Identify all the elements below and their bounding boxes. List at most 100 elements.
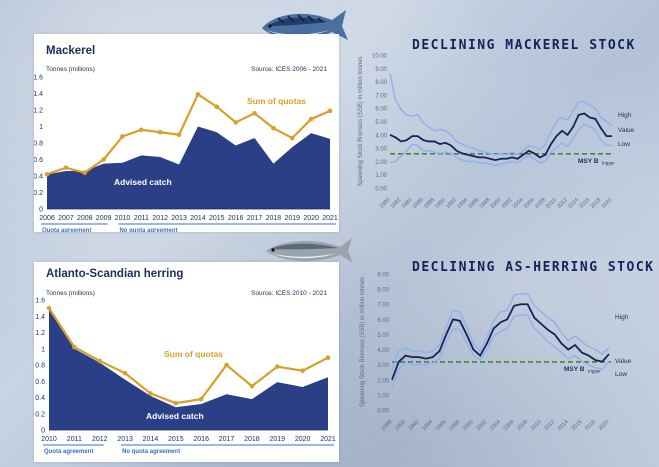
x-tick-label: 1996 <box>435 419 448 432</box>
quota-point <box>139 127 144 133</box>
x-tick-label: 2008 <box>516 419 529 432</box>
panel-title: Mackerel <box>46 45 96 57</box>
msy-subscript-label: trigger <box>602 160 615 165</box>
y-tick-label: 3.00 <box>377 363 389 369</box>
quota-point <box>325 355 331 360</box>
x-tick-label: 2019 <box>284 215 300 222</box>
y-tick-label: 4.00 <box>377 348 389 354</box>
x-tick-label: 2015 <box>209 215 225 222</box>
quota-point <box>195 92 201 97</box>
y-tick-label: 1 <box>39 124 43 131</box>
quota-point <box>122 370 128 376</box>
x-tick-label: 2020 <box>303 215 319 222</box>
x-tick-label: 2014 <box>557 419 570 432</box>
msy-label: MSY B <box>564 366 585 373</box>
y-tick-label: 3.00 <box>375 147 387 153</box>
x-tick-label: 2012 <box>543 419 556 432</box>
quota-point <box>271 125 276 131</box>
x-tick-label: 2006 <box>503 419 516 432</box>
y-tick-label: 9.00 <box>375 67 387 73</box>
herring-stock-title: DECLINING AS-HERRING STOCK <box>412 260 655 275</box>
y-tick-label: 0.8 <box>34 141 43 148</box>
y-tick-label: 1.4 <box>35 314 45 321</box>
quota-point <box>97 358 103 364</box>
msy-subscript-label: trigger <box>588 368 601 373</box>
x-tick-label: 2006 <box>39 215 55 222</box>
y-tick-label: 1.4 <box>34 91 43 98</box>
x-tick-label: 2016 <box>228 215 244 222</box>
mackerel-stock-chart: 0.00 1.00 2.00 3.00 4.00 5.00 6.00 7.00 8.00 9.00… <box>358 54 635 211</box>
x-tick-label: 2011 <box>67 436 82 443</box>
x-tick-label: 2018 <box>266 215 282 222</box>
herring-catch-chart: 0 0.2 0.4 0.6 0.8 1 1.2 1.4 1.6 2010 2011 2012 2013 2… <box>35 298 336 456</box>
x-tick-label: 2013 <box>171 215 187 222</box>
quota-point <box>46 305 52 311</box>
x-tick-label: 1998 <box>448 419 461 432</box>
quota-point <box>327 108 333 114</box>
quota-point <box>72 344 77 350</box>
quota-agreement-label: Quota agreement <box>44 449 93 455</box>
y-tick-label: 0.4 <box>34 174 43 181</box>
sum-of-quotas-label: Sum of quotas <box>164 349 223 359</box>
y-tick-label: 2.00 <box>377 378 389 384</box>
ssb-low-line <box>389 123 612 167</box>
x-tick-label: 1994 <box>421 419 434 432</box>
advised-catch-label: Advised catch <box>114 177 172 187</box>
quota-point <box>148 391 153 396</box>
x-tick-label: 1994 <box>456 197 469 210</box>
ssb-low-line <box>391 314 610 388</box>
y-tick-label: 0.6 <box>34 157 43 164</box>
ssb-high-line <box>391 292 610 371</box>
quota-point <box>176 132 182 138</box>
quota-point <box>120 134 125 139</box>
x-tick-label: 2020 <box>295 436 311 443</box>
msy-label: MSY B <box>578 158 599 165</box>
high-label: High <box>615 314 629 321</box>
y-tick-label: 0.4 <box>35 395 45 402</box>
x-tick-label: 2014 <box>143 436 159 443</box>
x-tick-label: 2021 <box>322 215 338 222</box>
y-tick-label: 10.00 <box>372 54 388 60</box>
herring-fish-icon <box>266 238 353 263</box>
y-tick-label: 0 <box>39 207 43 214</box>
x-tick-label: 2014 <box>190 215 206 222</box>
y-tick-label: 2.00 <box>375 160 387 166</box>
x-tick-label: 2011 <box>134 215 149 222</box>
no-quota-agreement-label: No quota agreement <box>122 449 180 455</box>
y-tick-label: 0.2 <box>34 190 43 197</box>
x-tick-label: 1982 <box>390 197 403 210</box>
x-tick-label: 2017 <box>247 215 263 222</box>
low-label: Low <box>615 371 627 378</box>
x-tick-label: 2014 <box>567 197 580 210</box>
y-tick-label: 6.00 <box>375 107 387 113</box>
quota-point <box>224 362 229 368</box>
y-tick-label: 0.8 <box>35 363 45 370</box>
x-tick-label: 2010 <box>115 215 131 222</box>
advised-catch-label: Advised catch <box>146 411 204 421</box>
quota-point <box>233 120 238 125</box>
y-tick-label: 1.00 <box>377 393 389 399</box>
units-label: Tonnes (millions) <box>46 290 95 297</box>
y-axis-label: Spawning Stock Biomass (SSB) in million … <box>358 56 364 186</box>
x-tick-label: 2012 <box>152 215 168 222</box>
quota-point <box>63 165 69 171</box>
no-quota-agreement-label: No quota agreement <box>119 228 177 232</box>
x-tick-label: 1988 <box>423 197 436 210</box>
high-label: High <box>618 112 632 119</box>
x-tick-label: 2021 <box>320 436 336 443</box>
y-tick-label: 9.00 <box>377 273 389 279</box>
mackerel-catch-panel: Mackerel Tonnes (millions) Source: ICES … <box>34 34 339 232</box>
y-tick-label: 0.00 <box>377 409 389 415</box>
y-tick-label: 8.00 <box>375 80 387 86</box>
x-tick-label: 1992 <box>445 197 458 210</box>
y-tick-label: 1.2 <box>35 330 45 337</box>
y-tick-label: 1 <box>41 346 45 353</box>
y-tick-label: 0.00 <box>375 187 387 193</box>
sum-of-quotas-line <box>46 92 331 176</box>
source-label: Source: ICES 2010 - 2021 <box>251 290 327 297</box>
x-tick-label: 2020 <box>598 419 611 432</box>
x-tick-label: 2018 <box>244 436 260 443</box>
advised-catch-area <box>49 309 328 430</box>
y-tick-label: 1.00 <box>375 173 387 179</box>
units-label: Tonnes (millions) <box>46 66 95 73</box>
